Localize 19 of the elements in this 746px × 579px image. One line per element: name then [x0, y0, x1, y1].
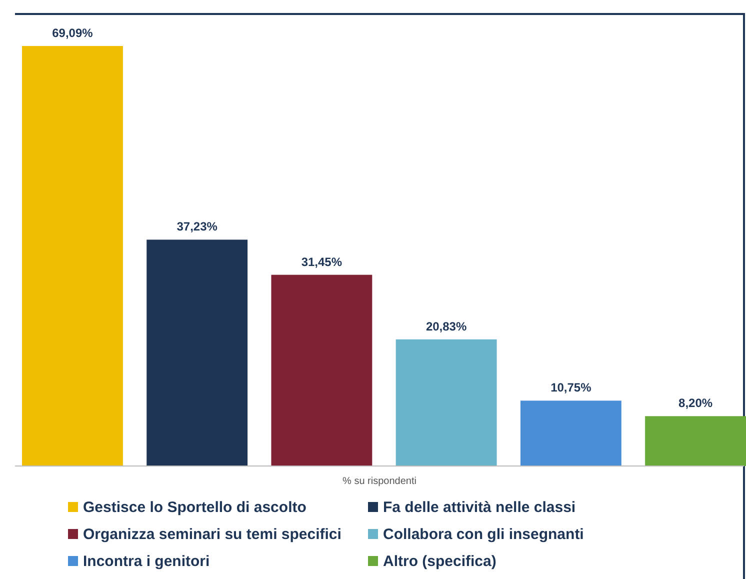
- legend-label: Altro (specifica): [383, 553, 496, 570]
- bar: [645, 416, 746, 466]
- legend-label: Collabora con gli insegnanti: [383, 526, 584, 543]
- data-label: 69,09%: [52, 26, 94, 40]
- data-label: 10,75%: [550, 380, 592, 395]
- data-label: 37,23%: [176, 220, 218, 234]
- data-label: 8,20%: [678, 396, 713, 410]
- x-axis-title: % su rispondenti: [342, 476, 416, 487]
- legend-label: Organizza seminari su temi specifici: [83, 526, 342, 543]
- bar: [271, 274, 372, 466]
- legend-label: Fa delle attività nelle classi: [383, 499, 576, 516]
- data-label: 20,83%: [426, 319, 467, 334]
- bar: [22, 46, 123, 466]
- bar: [520, 400, 622, 466]
- bar: [146, 240, 248, 466]
- data-label: 31,45%: [301, 254, 342, 269]
- legend-label: Gestisce lo Sportello di ascolto: [83, 499, 306, 516]
- bar: [396, 339, 497, 466]
- legend-label: Incontra i genitori: [83, 553, 210, 570]
